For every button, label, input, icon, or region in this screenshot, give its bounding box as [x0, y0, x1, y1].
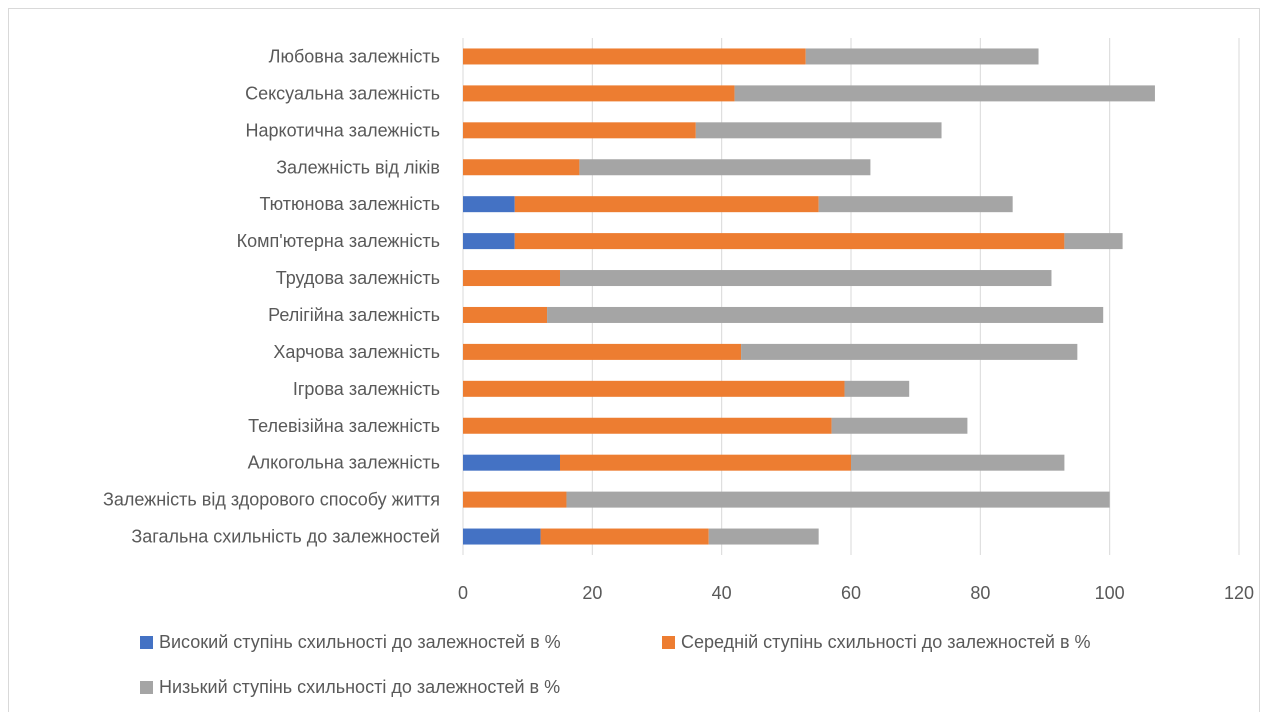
category-label: Наркотична залежність — [245, 120, 440, 140]
category-label: Тютюнова залежність — [259, 194, 440, 214]
legend-label: Середній ступінь схильності до залежност… — [681, 632, 1091, 652]
category-label: Релігійна залежність — [268, 305, 440, 325]
bar-segment-series-2 — [463, 417, 832, 434]
bar-segment-series-2 — [463, 306, 548, 323]
bar-segment-series-1 — [463, 454, 560, 471]
category-label: Алкогольна залежність — [248, 453, 440, 473]
bar-segment-series-3 — [1064, 233, 1123, 250]
bar-segment-series-3 — [831, 417, 968, 434]
category-label: Комп'ютерна залежність — [237, 231, 440, 251]
legend-swatch — [140, 681, 153, 694]
bar-segment-series-3 — [805, 48, 1039, 65]
bar-segment-series-2 — [463, 491, 567, 508]
bar-segment-series-1 — [463, 196, 515, 213]
x-tick-label: 60 — [841, 583, 861, 603]
legend-item: Середній ступінь схильності до залежност… — [662, 632, 1091, 653]
legend-swatch — [140, 636, 153, 649]
bar-segment-series-2 — [463, 159, 580, 176]
category-label: Любовна залежність — [269, 46, 440, 66]
bar-segment-series-2 — [463, 122, 696, 139]
category-label: Трудова залежність — [276, 268, 440, 288]
x-tick-label: 40 — [712, 583, 732, 603]
bar-segment-series-1 — [463, 528, 541, 545]
legend-label: Низький ступінь схильності до залежносте… — [159, 677, 561, 697]
bar-segment-series-2 — [463, 380, 845, 397]
category-label: Сексуальна залежність — [245, 83, 440, 103]
x-tick-label: 20 — [582, 583, 602, 603]
category-label: Ігрова залежність — [293, 379, 440, 399]
bar-segment-series-2 — [514, 233, 1065, 250]
category-label: Телевізійна залежність — [248, 416, 440, 436]
legend-swatch — [662, 636, 675, 649]
bar-segment-series-3 — [695, 122, 942, 139]
bar-segment-series-3 — [708, 528, 819, 545]
bar-segment-series-3 — [741, 343, 1078, 360]
bar-segment-series-3 — [579, 159, 871, 176]
bar-segment-series-3 — [818, 196, 1013, 213]
x-tick-label: 120 — [1224, 583, 1254, 603]
bar-segment-series-2 — [540, 528, 709, 545]
x-tick-label: 100 — [1095, 583, 1125, 603]
bar-segment-series-2 — [514, 196, 819, 213]
category-label: Залежність від ліків — [276, 157, 440, 177]
category-label: Харчова залежність — [273, 342, 440, 362]
bar-segment-series-3 — [566, 491, 1110, 508]
bar-segment-series-3 — [547, 306, 1104, 323]
bar-segment-series-3 — [851, 454, 1065, 471]
bar-segment-series-2 — [560, 454, 851, 471]
bar-segment-series-1 — [463, 233, 515, 250]
bar-segment-series-2 — [463, 343, 742, 360]
category-label: Загальна схильність до залежностей — [131, 527, 440, 547]
legend-label: Високий ступінь схильності до залежносте… — [159, 632, 561, 652]
category-label: Залежність від здорового способу життя — [103, 490, 440, 510]
x-tick-label: 0 — [458, 583, 468, 603]
bar-segment-series-3 — [844, 380, 910, 397]
bar-segment-series-2 — [463, 85, 735, 102]
legend-item: Низький ступінь схильності до залежносте… — [140, 677, 560, 698]
bar-segment-series-3 — [734, 85, 1155, 102]
bar-segment-series-2 — [463, 48, 806, 65]
bar-segment-series-3 — [560, 270, 1052, 287]
bar-segment-series-2 — [463, 270, 560, 287]
legend-item: Високий ступінь схильності до залежносте… — [140, 632, 561, 653]
x-tick-label: 80 — [970, 583, 990, 603]
